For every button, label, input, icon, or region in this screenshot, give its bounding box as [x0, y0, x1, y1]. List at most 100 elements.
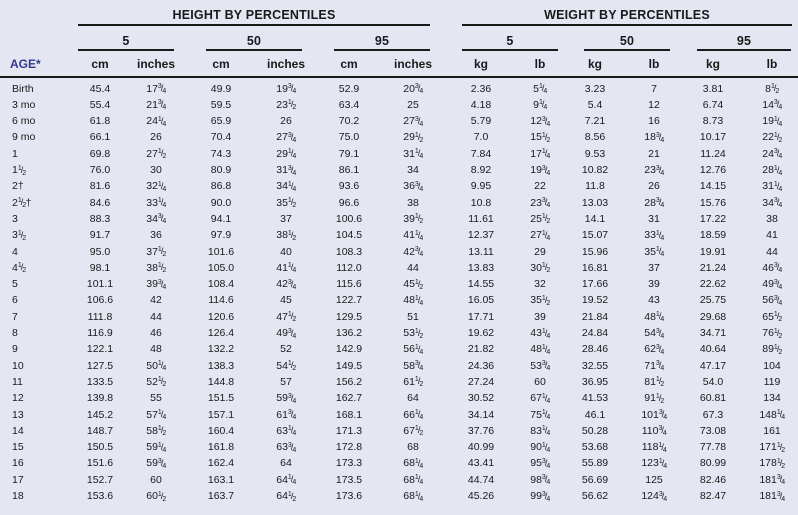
- value-cell: 21 3/4: [146, 98, 166, 112]
- value-cell: 94.1: [210, 212, 232, 225]
- value-cell: 57: [280, 375, 292, 388]
- unit-heading: cm: [340, 56, 358, 71]
- value-cell: 19.52: [581, 294, 609, 307]
- value-cell: 35 1/2: [276, 196, 296, 210]
- value-cell: 101.6: [207, 245, 235, 258]
- value-cell: 68 1/4: [403, 473, 423, 487]
- value-cell: 161.8: [207, 441, 235, 454]
- value-cell: 14.55: [467, 278, 495, 291]
- value-cell: 70.2: [338, 115, 360, 128]
- value-cell: 101 3/4: [641, 408, 667, 422]
- value-cell: 77.78: [699, 441, 727, 454]
- value-cell: 48: [150, 343, 162, 356]
- height-group-heading: HEIGHT BY PERCENTILES: [172, 8, 336, 22]
- percentile-heading: 50: [619, 34, 635, 48]
- value-cell: 81 1/2: [644, 375, 664, 389]
- value-cell: 15.07: [581, 229, 609, 242]
- value-cell: 46: [150, 327, 162, 339]
- value-cell: 50.28: [581, 424, 609, 437]
- value-cell: 161: [763, 424, 781, 437]
- value-cell: 8.92: [470, 164, 492, 176]
- value-cell: 32.55: [581, 359, 609, 372]
- value-cell: 80.9: [210, 164, 232, 176]
- value-cell: 173.5: [335, 473, 363, 486]
- value-cell: 31 3/4: [276, 164, 296, 177]
- value-cell: 18.59: [699, 229, 727, 242]
- value-cell: 60: [150, 473, 162, 486]
- value-cell: 56.69: [581, 473, 609, 486]
- value-cell: 90 1/4: [530, 441, 550, 454]
- value-cell: 47.17: [699, 359, 727, 372]
- value-cell: 28 1/4: [762, 164, 782, 177]
- value-cell: 34.14: [467, 408, 495, 421]
- value-cell: 148 1/4: [759, 408, 785, 422]
- age-cell: 9: [12, 343, 18, 356]
- value-cell: 12 3/4: [530, 115, 550, 128]
- value-cell: 62 3/4: [644, 343, 664, 356]
- value-cell: 9.53: [584, 147, 606, 160]
- value-cell: 39 3/4: [146, 278, 166, 291]
- value-cell: 127.5: [86, 359, 114, 372]
- value-cell: 68 1/4: [403, 490, 423, 503]
- age-cell: 3 1/2: [12, 229, 26, 242]
- value-cell: 33 1/4: [146, 196, 166, 210]
- value-cell: 24 1/4: [146, 115, 166, 128]
- value-cell: 97.9: [210, 229, 232, 242]
- value-cell: 4.18: [470, 98, 492, 111]
- age-cell: 2 1/2 †: [12, 196, 32, 210]
- percentile-rule: [334, 49, 430, 51]
- value-cell: 98 3/4: [530, 473, 550, 487]
- value-cell: 15 1/2: [530, 131, 550, 144]
- value-cell: 30: [150, 164, 162, 176]
- value-cell: 52: [280, 343, 292, 356]
- value-cell: 38 1/2: [276, 229, 296, 242]
- value-cell: 53 1/2: [403, 327, 423, 340]
- height-group-rule: [78, 24, 430, 26]
- value-cell: 80.99: [699, 457, 727, 470]
- value-cell: 171.3: [335, 424, 363, 437]
- value-cell: 38: [407, 196, 419, 209]
- unit-heading: kg: [587, 56, 602, 71]
- unit-heading: inches: [393, 56, 432, 71]
- value-cell: 16: [648, 115, 660, 128]
- value-cell: 34 1/4: [276, 180, 296, 193]
- value-cell: 150.5: [86, 441, 114, 454]
- value-cell: 84.6: [89, 196, 111, 209]
- value-cell: 101.1: [86, 278, 114, 291]
- value-cell: 171 1/2: [759, 441, 785, 454]
- value-cell: 122.7: [335, 294, 363, 307]
- value-cell: 21.84: [581, 310, 609, 323]
- value-cell: 11.61: [468, 212, 494, 225]
- value-cell: 114.6: [208, 294, 234, 307]
- value-cell: 168.1: [335, 408, 363, 421]
- value-cell: 45 1/2: [403, 278, 423, 291]
- value-cell: 37: [280, 212, 292, 225]
- unit-heading: inches: [266, 56, 305, 71]
- value-cell: 44.74: [467, 473, 495, 486]
- value-cell: 181 3/4: [759, 473, 785, 487]
- value-cell: 75 1/4: [530, 408, 550, 422]
- percentile-rule: [584, 49, 670, 51]
- value-cell: 17.66: [581, 278, 609, 291]
- value-cell: 37: [648, 261, 660, 274]
- value-cell: 11.24: [700, 147, 726, 160]
- value-cell: 53 3/4: [530, 359, 550, 373]
- value-cell: 120.6: [207, 310, 235, 323]
- value-cell: 28.46: [581, 343, 609, 356]
- value-cell: 43 1/4: [530, 327, 550, 340]
- value-cell: 24.84: [581, 327, 609, 339]
- value-cell: 17 1/4: [530, 147, 550, 161]
- value-cell: 8.73: [702, 115, 724, 128]
- value-cell: 48 1/4: [530, 343, 550, 356]
- value-cell: 11.8: [585, 180, 605, 193]
- unit-heading: lb: [648, 56, 660, 71]
- value-cell: 54 3/4: [644, 327, 664, 340]
- value-cell: 125: [645, 473, 663, 486]
- weight-group-heading: WEIGHT BY PERCENTILES: [544, 8, 710, 22]
- value-cell: 15.96: [581, 245, 609, 258]
- unit-heading: inches: [136, 56, 175, 71]
- value-cell: 12.37: [467, 229, 495, 242]
- value-cell: 8.56: [584, 131, 606, 144]
- percentile-rule: [78, 49, 174, 51]
